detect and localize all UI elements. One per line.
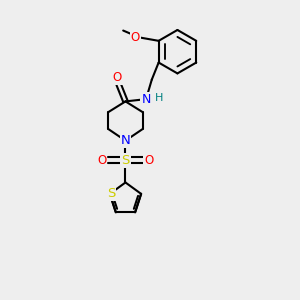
- Text: O: O: [97, 154, 106, 166]
- Text: S: S: [121, 154, 130, 166]
- Text: S: S: [107, 188, 115, 200]
- Text: N: N: [121, 134, 130, 147]
- Text: O: O: [113, 71, 122, 84]
- Text: O: O: [144, 154, 154, 166]
- Text: H: H: [154, 93, 163, 103]
- Text: O: O: [130, 31, 140, 44]
- Text: N: N: [141, 93, 151, 106]
